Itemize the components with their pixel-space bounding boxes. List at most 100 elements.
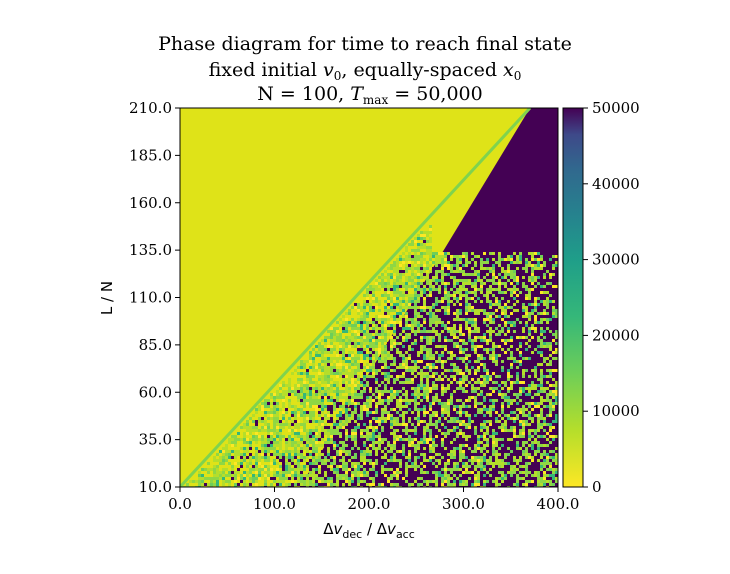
heatmap-cell xyxy=(477,426,480,429)
heatmap-cell xyxy=(417,255,420,258)
heatmap-cell xyxy=(396,267,399,270)
heatmap-cell xyxy=(303,420,306,423)
heatmap-cell xyxy=(429,438,432,441)
heatmap-cell xyxy=(309,465,312,468)
heatmap-cell xyxy=(327,399,330,402)
heatmap-cell xyxy=(480,402,483,405)
heatmap-cell xyxy=(351,432,354,435)
heatmap-cell xyxy=(255,450,258,453)
heatmap-cell xyxy=(525,408,528,411)
heatmap-cell xyxy=(396,315,399,318)
heatmap-cell xyxy=(318,399,321,402)
heatmap-cell xyxy=(519,315,522,318)
heatmap-cell xyxy=(489,402,492,405)
heatmap-cell xyxy=(297,432,300,435)
heatmap-cell xyxy=(531,261,534,264)
heatmap-cell xyxy=(471,405,474,408)
heatmap-cell xyxy=(513,303,516,306)
heatmap-cell xyxy=(537,309,540,312)
heatmap-cell xyxy=(540,405,543,408)
heatmap-cell xyxy=(534,312,537,315)
heatmap-cell xyxy=(390,357,393,360)
heatmap-cell xyxy=(528,294,531,297)
heatmap-cell xyxy=(474,384,477,387)
heatmap-cell xyxy=(420,288,423,291)
heatmap-cell xyxy=(504,312,507,315)
heatmap-cell xyxy=(390,396,393,399)
heatmap-cell xyxy=(321,393,324,396)
heatmap-cell xyxy=(285,438,288,441)
heatmap-cell xyxy=(501,438,504,441)
heatmap-cell xyxy=(546,357,549,360)
heatmap-cell xyxy=(507,354,510,357)
heatmap-cell xyxy=(246,420,249,423)
heatmap-cell xyxy=(318,366,321,369)
heatmap-cell xyxy=(327,447,330,450)
heatmap-cell xyxy=(465,357,468,360)
heatmap-cell xyxy=(534,381,537,384)
heatmap-cell xyxy=(471,330,474,333)
heatmap-cell xyxy=(372,351,375,354)
heatmap-cell xyxy=(411,276,414,279)
heatmap-cell xyxy=(360,390,363,393)
heatmap-cell xyxy=(507,423,510,426)
heatmap-cell xyxy=(285,468,288,471)
heatmap-cell xyxy=(345,399,348,402)
heatmap-cell xyxy=(456,324,459,327)
heatmap-cell xyxy=(477,327,480,330)
heatmap-cell xyxy=(498,357,501,360)
heatmap-cell xyxy=(480,420,483,423)
heatmap-cell xyxy=(339,459,342,462)
heatmap-cell xyxy=(480,264,483,267)
heatmap-cell xyxy=(414,291,417,294)
heatmap-cell xyxy=(396,450,399,453)
heatmap-cell xyxy=(522,435,525,438)
heatmap-cell xyxy=(495,294,498,297)
heatmap-cell xyxy=(357,357,360,360)
heatmap-cell xyxy=(387,312,390,315)
heatmap-cell xyxy=(528,378,531,381)
heatmap-cell xyxy=(279,465,282,468)
heatmap-cell xyxy=(504,420,507,423)
heatmap-cell xyxy=(390,351,393,354)
heatmap-cell xyxy=(372,462,375,465)
heatmap-cell xyxy=(429,285,432,288)
heatmap-cell xyxy=(363,315,366,318)
heatmap-cell xyxy=(474,387,477,390)
heatmap-cell xyxy=(363,321,366,324)
heatmap-cell xyxy=(507,309,510,312)
heatmap-cell xyxy=(255,408,258,411)
heatmap-cell xyxy=(537,456,540,459)
heatmap-cell xyxy=(402,252,405,255)
heatmap-cell xyxy=(405,321,408,324)
heatmap-cell xyxy=(348,357,351,360)
heatmap-cell xyxy=(405,432,408,435)
heatmap-cell xyxy=(384,462,387,465)
heatmap-cell xyxy=(456,345,459,348)
heatmap-cell xyxy=(333,447,336,450)
heatmap-cell xyxy=(489,396,492,399)
heatmap-cell xyxy=(411,297,414,300)
heatmap-cell xyxy=(534,303,537,306)
heatmap-cell xyxy=(507,303,510,306)
heatmap-cell xyxy=(540,351,543,354)
heatmap-cell xyxy=(357,333,360,336)
heatmap-cell xyxy=(522,459,525,462)
heatmap-cell xyxy=(450,288,453,291)
heatmap-cell xyxy=(462,297,465,300)
heatmap-cell xyxy=(408,456,411,459)
heatmap-cell xyxy=(417,294,420,297)
heatmap-cell xyxy=(552,276,555,279)
heatmap-cell xyxy=(315,459,318,462)
heatmap-cell xyxy=(387,393,390,396)
heatmap-cell xyxy=(315,444,318,447)
heatmap-cell xyxy=(540,465,543,468)
heatmap-cell xyxy=(462,294,465,297)
heatmap-cell xyxy=(543,324,546,327)
heatmap-cell xyxy=(486,384,489,387)
heatmap-cell xyxy=(417,456,420,459)
heatmap-cell xyxy=(492,372,495,375)
heatmap-cell xyxy=(552,336,555,339)
heatmap-cell xyxy=(345,453,348,456)
heatmap-cell xyxy=(411,411,414,414)
